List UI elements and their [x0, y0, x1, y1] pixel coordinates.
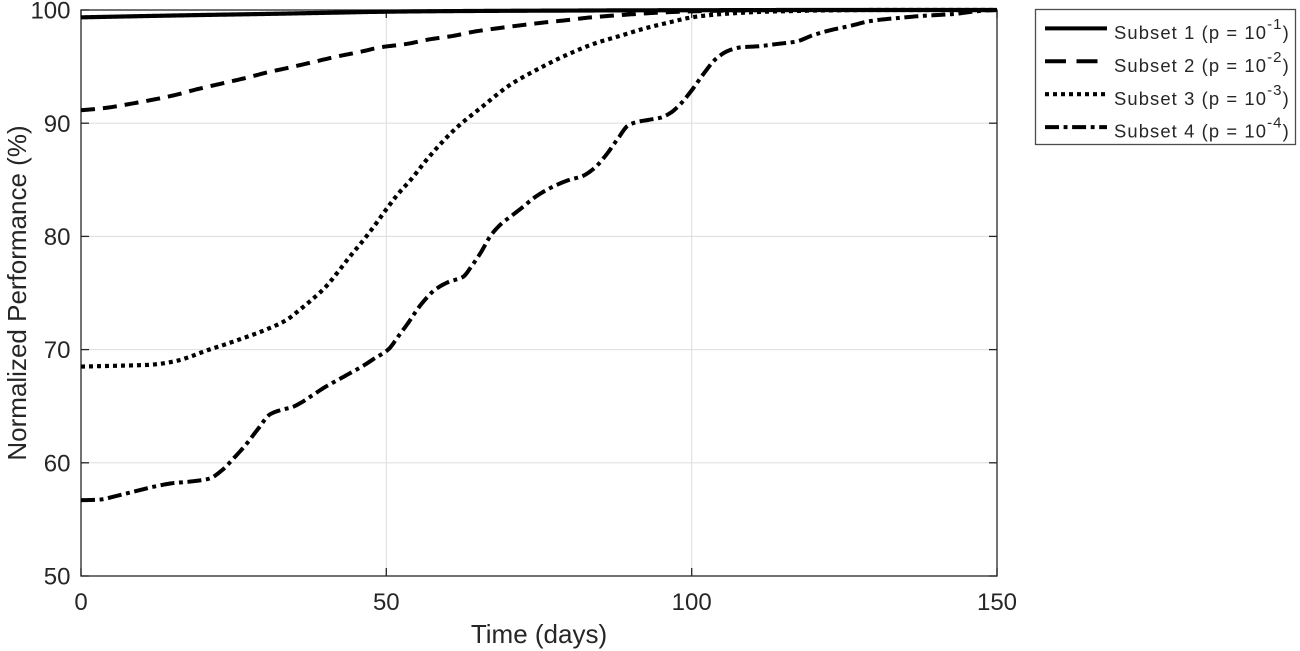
svg-text:150: 150 [977, 589, 1017, 616]
svg-text:Normalized Performance (%): Normalized Performance (%) [2, 125, 32, 460]
svg-text:100: 100 [30, 0, 70, 25]
svg-text:0: 0 [74, 589, 87, 616]
svg-text:50: 50 [373, 589, 400, 616]
svg-text:70: 70 [44, 337, 71, 364]
svg-text:90: 90 [44, 111, 71, 138]
svg-text:Time (days): Time (days) [471, 619, 607, 649]
svg-text:100: 100 [672, 589, 712, 616]
svg-text:50: 50 [44, 564, 71, 591]
svg-text:80: 80 [44, 224, 71, 251]
svg-text:60: 60 [44, 450, 71, 477]
